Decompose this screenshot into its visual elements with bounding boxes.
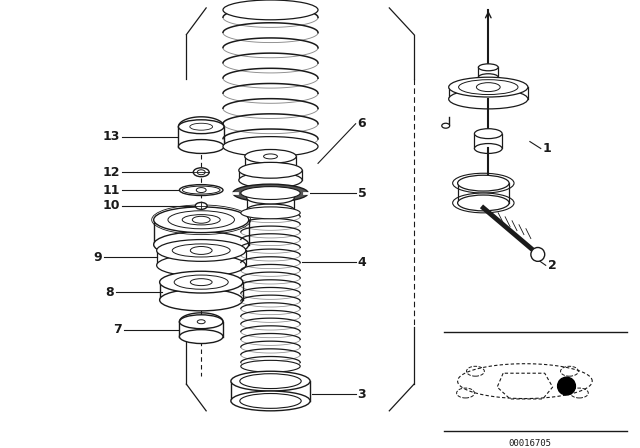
Ellipse shape <box>174 275 228 289</box>
Polygon shape <box>157 250 246 265</box>
Ellipse shape <box>442 123 450 128</box>
Ellipse shape <box>240 374 301 388</box>
Ellipse shape <box>154 232 249 258</box>
Ellipse shape <box>452 193 514 213</box>
Polygon shape <box>179 127 224 146</box>
Text: 13: 13 <box>102 130 120 143</box>
Ellipse shape <box>231 371 310 391</box>
Ellipse shape <box>182 215 220 225</box>
Text: 12: 12 <box>102 166 120 179</box>
Ellipse shape <box>570 388 588 398</box>
Ellipse shape <box>239 172 302 188</box>
Ellipse shape <box>467 366 484 376</box>
Text: 9: 9 <box>93 251 102 264</box>
Ellipse shape <box>247 204 294 216</box>
Text: 3: 3 <box>358 388 366 401</box>
Polygon shape <box>154 220 249 245</box>
Text: 8: 8 <box>106 285 114 298</box>
Ellipse shape <box>233 184 308 202</box>
Ellipse shape <box>239 162 302 178</box>
Circle shape <box>557 377 575 395</box>
Ellipse shape <box>172 244 230 257</box>
Ellipse shape <box>264 154 277 159</box>
Ellipse shape <box>244 164 296 177</box>
Ellipse shape <box>193 168 209 177</box>
Ellipse shape <box>241 207 300 219</box>
Ellipse shape <box>231 391 310 411</box>
Ellipse shape <box>179 120 224 134</box>
Polygon shape <box>474 134 502 148</box>
Polygon shape <box>458 183 509 203</box>
Ellipse shape <box>476 83 500 91</box>
Ellipse shape <box>179 330 223 344</box>
Text: 6: 6 <box>358 117 366 130</box>
Ellipse shape <box>179 140 224 154</box>
Ellipse shape <box>474 143 502 154</box>
Ellipse shape <box>247 192 294 204</box>
Ellipse shape <box>478 74 498 81</box>
Ellipse shape <box>157 254 246 276</box>
Ellipse shape <box>190 123 212 130</box>
Circle shape <box>531 247 545 261</box>
Ellipse shape <box>458 195 509 211</box>
Ellipse shape <box>452 173 514 193</box>
Ellipse shape <box>195 202 207 209</box>
Ellipse shape <box>157 240 246 261</box>
Ellipse shape <box>223 137 318 156</box>
Ellipse shape <box>159 289 243 311</box>
Ellipse shape <box>197 170 205 175</box>
Ellipse shape <box>159 271 243 293</box>
Ellipse shape <box>241 360 300 372</box>
Text: 7: 7 <box>113 323 122 336</box>
Ellipse shape <box>190 246 212 254</box>
Ellipse shape <box>561 366 579 376</box>
Polygon shape <box>239 170 302 180</box>
Ellipse shape <box>456 388 474 398</box>
Ellipse shape <box>449 77 528 97</box>
Polygon shape <box>244 156 296 170</box>
Ellipse shape <box>190 279 212 286</box>
Ellipse shape <box>182 186 220 194</box>
Text: 2: 2 <box>548 259 556 272</box>
Ellipse shape <box>223 0 318 20</box>
Polygon shape <box>247 198 294 210</box>
Ellipse shape <box>459 80 518 95</box>
Ellipse shape <box>179 185 223 195</box>
Text: 11: 11 <box>102 184 120 197</box>
Ellipse shape <box>197 320 205 324</box>
Text: 1: 1 <box>543 142 552 155</box>
Text: 4: 4 <box>358 256 366 269</box>
Ellipse shape <box>179 315 223 329</box>
Polygon shape <box>179 322 223 336</box>
Ellipse shape <box>458 175 509 191</box>
Polygon shape <box>159 282 243 300</box>
Ellipse shape <box>196 188 206 193</box>
Ellipse shape <box>244 150 296 164</box>
Ellipse shape <box>449 89 528 109</box>
Polygon shape <box>449 87 528 99</box>
Text: 10: 10 <box>102 199 120 212</box>
Ellipse shape <box>241 187 300 199</box>
Ellipse shape <box>154 207 249 233</box>
Ellipse shape <box>474 129 502 138</box>
Ellipse shape <box>478 64 498 71</box>
Text: 00016705: 00016705 <box>509 439 552 448</box>
Text: 5: 5 <box>358 186 366 199</box>
Ellipse shape <box>240 393 301 409</box>
Ellipse shape <box>192 216 210 223</box>
Ellipse shape <box>168 211 234 229</box>
